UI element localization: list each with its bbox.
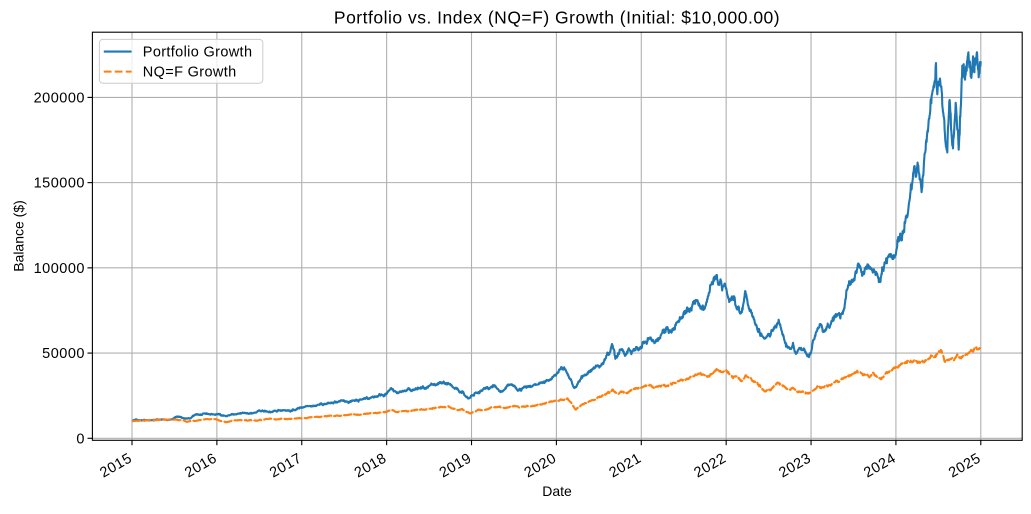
svg-text:100000: 100000 xyxy=(34,261,85,277)
svg-text:Date: Date xyxy=(542,483,572,499)
svg-text:200000: 200000 xyxy=(34,90,85,106)
svg-text:Portfolio vs. Index (NQ=F) Gro: Portfolio vs. Index (NQ=F) Growth (Initi… xyxy=(334,8,780,28)
svg-text:2021: 2021 xyxy=(607,450,645,481)
svg-text:2023: 2023 xyxy=(776,450,814,481)
svg-text:2017: 2017 xyxy=(267,450,305,481)
svg-text:0: 0 xyxy=(76,431,85,447)
svg-text:2015: 2015 xyxy=(97,450,135,481)
svg-text:Portfolio Growth: Portfolio Growth xyxy=(143,45,253,61)
svg-text:Balance ($): Balance ($) xyxy=(11,200,27,272)
svg-text:2020: 2020 xyxy=(522,450,560,481)
svg-text:2022: 2022 xyxy=(692,450,730,481)
svg-text:2018: 2018 xyxy=(352,450,390,481)
svg-text:50000: 50000 xyxy=(42,346,85,362)
svg-text:2019: 2019 xyxy=(437,450,475,481)
svg-text:NQ=F Growth: NQ=F Growth xyxy=(143,65,237,81)
svg-text:2025: 2025 xyxy=(946,450,984,481)
svg-text:150000: 150000 xyxy=(34,176,85,192)
svg-text:2024: 2024 xyxy=(861,450,899,481)
svg-text:2016: 2016 xyxy=(182,450,220,481)
